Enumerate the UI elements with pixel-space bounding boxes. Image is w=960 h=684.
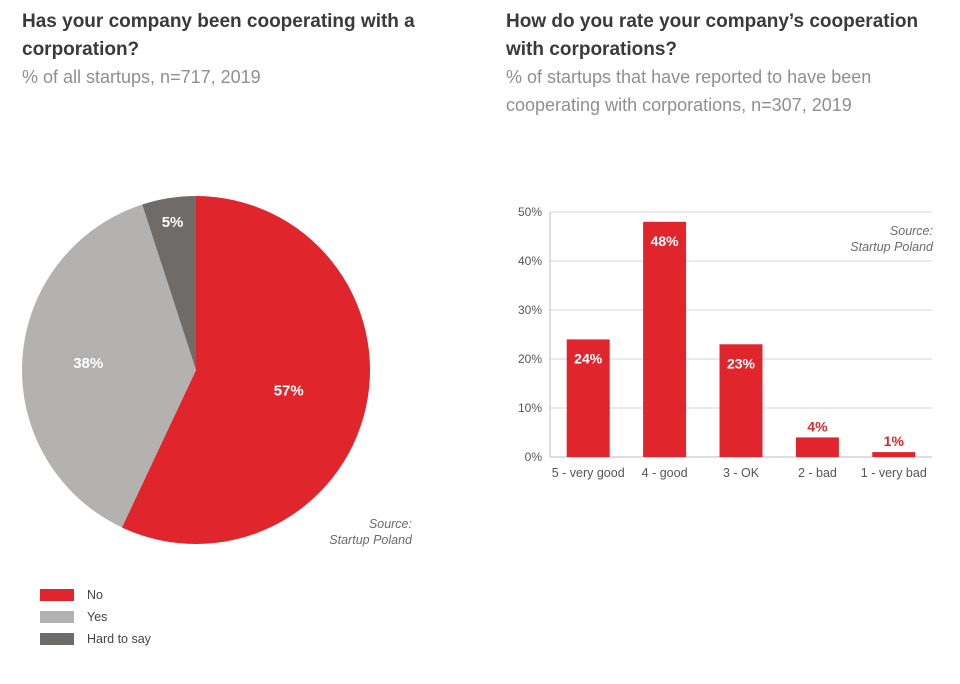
legend-label: Hard to say bbox=[87, 632, 151, 646]
legend-item-yes: Yes bbox=[40, 606, 151, 628]
bar-value-label: 1% bbox=[884, 433, 905, 449]
y-tick-label: 40% bbox=[518, 254, 542, 268]
x-tick-label: 4 - good bbox=[642, 466, 688, 480]
bar-value-label: 24% bbox=[574, 350, 603, 366]
y-tick-label: 30% bbox=[518, 303, 542, 317]
y-tick-label: 50% bbox=[518, 205, 542, 219]
legend-swatch bbox=[40, 589, 74, 601]
legend-swatch bbox=[40, 633, 74, 645]
pie-legend: No Yes Hard to say bbox=[40, 584, 151, 650]
legend-swatch bbox=[40, 611, 74, 623]
bar bbox=[566, 339, 610, 457]
source-label: Source: bbox=[889, 224, 933, 238]
bar bbox=[795, 437, 839, 457]
legend-label: Yes bbox=[87, 610, 108, 624]
pie-slice-no bbox=[121, 196, 371, 544]
x-tick-label: 3 - OK bbox=[723, 466, 760, 480]
x-tick-label: 2 - bad bbox=[798, 466, 837, 480]
y-tick-label: 20% bbox=[518, 352, 542, 366]
source-label: Source: bbox=[368, 517, 412, 531]
y-tick-label: 0% bbox=[525, 450, 543, 464]
pie-chart-source: Source: Startup Poland bbox=[300, 516, 412, 548]
pie-chart-title: Has your company been cooperating with a… bbox=[22, 11, 415, 60]
x-tick-label: 5 - very good bbox=[552, 466, 625, 480]
pie-chart-subtitle: % of all startups, n=717, 2019 bbox=[22, 67, 261, 87]
bar bbox=[872, 452, 916, 457]
bar-value-label: 23% bbox=[727, 355, 756, 371]
pie-chart: 57% 38% 5% bbox=[21, 196, 371, 544]
pie-slice-hard-to-say bbox=[142, 196, 196, 370]
bar-chart: 0% 10% 20% 30% 40% 50% 24% 5 - very good 48% 4 - … bbox=[518, 205, 932, 480]
legend-label: No bbox=[87, 588, 103, 602]
bar-value-label: 48% bbox=[651, 233, 680, 249]
source-name: Startup Poland bbox=[850, 240, 933, 254]
y-tick-label: 10% bbox=[518, 401, 542, 415]
bar-chart-subtitle: % of startups that have reported to have… bbox=[506, 67, 872, 115]
bar-chart-title: How do you rate your company’s cooperati… bbox=[506, 11, 919, 60]
bar-value-label: 4% bbox=[807, 418, 828, 434]
bar bbox=[643, 221, 687, 457]
legend-item-no: No bbox=[40, 584, 151, 606]
pie-slice-label: 38% bbox=[73, 355, 103, 372]
pie-slice-yes bbox=[21, 204, 196, 528]
source-name: Startup Poland bbox=[329, 533, 412, 547]
legend-item-hard-to-say: Hard to say bbox=[40, 628, 151, 650]
pie-slice-label: 57% bbox=[274, 383, 304, 400]
bar-chart-source: Source: Startup Poland bbox=[820, 223, 933, 255]
x-tick-label: 1 - very bad bbox=[861, 466, 927, 480]
bar bbox=[719, 344, 763, 457]
pie-slice-label: 5% bbox=[162, 214, 184, 231]
